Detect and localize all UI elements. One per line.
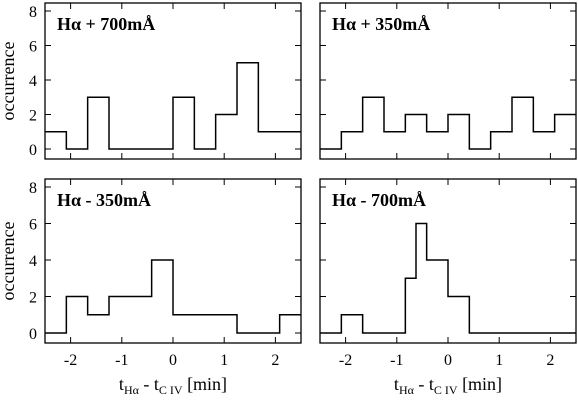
x-axis-label-part: [min] [458, 374, 503, 394]
x-tick-label: -1 [390, 352, 403, 369]
histogram-step-line [45, 259, 301, 334]
y-axis-label: occurrence [0, 42, 18, 121]
y-tick-label: 6 [29, 217, 37, 234]
x-tick-label: -1 [115, 352, 128, 369]
x-axis-label-part: t [119, 374, 124, 394]
x-axis-label: tHα - tC IV [min] [119, 374, 227, 397]
x-tick-label: 2 [271, 352, 279, 369]
y-axis-label: occurrence [0, 222, 18, 301]
y-tick-label: 8 [29, 4, 37, 21]
panel-top-right: Hα + 350mÅ [319, 2, 577, 160]
panel-title: Hα + 700mÅ [57, 14, 155, 34]
y-tick-label: 4 [29, 253, 37, 270]
x-axis-label-part: [min] [183, 374, 228, 394]
panel-title: Hα + 350mÅ [332, 14, 430, 34]
x-axis-label-part: - t [414, 374, 434, 394]
y-tick-label: 4 [29, 73, 37, 90]
y-tick-label: 2 [29, 290, 37, 307]
x-axis-label-subscript: Hα [124, 383, 140, 397]
y-tick-label: 8 [29, 180, 37, 197]
x-tick-label: 0 [169, 352, 177, 369]
y-tick-label: 2 [29, 108, 37, 125]
y-tick-label: 6 [29, 39, 37, 56]
x-tick-label: -2 [64, 352, 77, 369]
x-tick-label: 1 [220, 352, 228, 369]
x-tick-label: -2 [339, 352, 352, 369]
x-axis-label-subscript: C IV [159, 383, 183, 397]
histogram-step-line [320, 96, 576, 150]
histogram-step-line [320, 222, 576, 334]
y-tick-label: 0 [29, 326, 37, 343]
y-tick-label: 0 [29, 142, 37, 159]
histogram-step-line [45, 62, 301, 150]
panel-bottom-left: -2 -1 0 1 2 0 2 4 6 8 Hα - 350mÅ occurrence tHα - tC… [0, 178, 302, 397]
panel-top-left: 0 2 4 6 8 Hα + 700mÅ occurrence [0, 2, 302, 160]
x-axis-label-subscript: Hα [399, 383, 415, 397]
x-tick-label: 1 [495, 352, 503, 369]
x-tick-label: 0 [444, 352, 452, 369]
x-axis-label: tHα - tC IV [min] [394, 374, 502, 397]
panel-bottom-right: -2 -1 0 1 2 Hα - 700mÅ tHα - tC IV [min] [319, 178, 577, 397]
panel-title: Hα - 700mÅ [332, 190, 426, 210]
panel-title: Hα - 350mÅ [57, 190, 151, 210]
x-axis-label-part: t [394, 374, 399, 394]
x-axis-label-part: - t [139, 374, 159, 394]
x-axis-label-subscript: C IV [434, 383, 458, 397]
x-tick-label: 2 [546, 352, 554, 369]
